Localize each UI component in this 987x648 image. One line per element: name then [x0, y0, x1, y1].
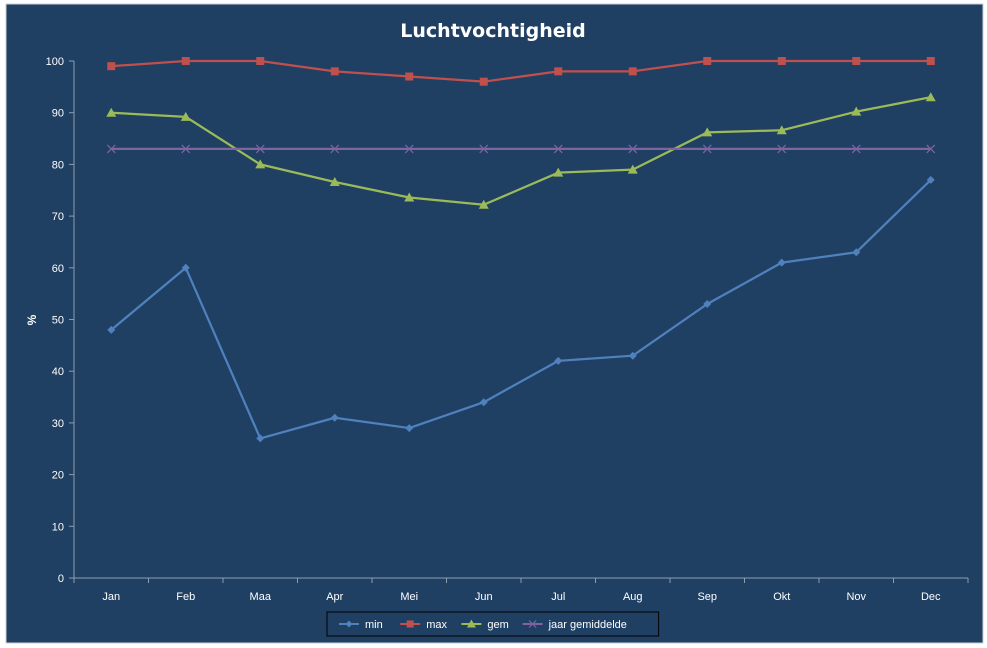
y-tick-label: 80	[52, 159, 64, 171]
data-point-gem	[329, 176, 340, 186]
x-tick-label: Sep	[697, 591, 717, 603]
data-point-jaar-gemiddelde	[181, 144, 191, 154]
data-point-max	[405, 72, 414, 81]
data-point-max	[703, 57, 712, 65]
data-point-jaar-gemiddelde	[628, 144, 638, 154]
data-point-gem	[627, 164, 638, 174]
legend-item-jaar-gemiddelde: jaar gemiddelde	[522, 619, 627, 631]
data-point-jaar-gemiddelde	[553, 144, 563, 154]
legend-label: gem	[487, 619, 508, 631]
x-tick-label: Mei	[400, 591, 418, 603]
data-point-min	[852, 248, 861, 257]
x-tick-label: Jun	[475, 591, 493, 603]
data-point-jaar-gemiddelde	[777, 144, 787, 154]
x-tick-label: Aug	[623, 591, 643, 603]
legend: min max gem jaar gemiddelde	[326, 611, 660, 637]
chart-title: Luchtvochtigheid	[400, 20, 585, 42]
data-point-jaar-gemiddelde	[255, 144, 265, 154]
data-point-jaar-gemiddelde	[106, 144, 116, 154]
data-point-max	[107, 62, 116, 71]
data-point-jaar-gemiddelde	[926, 144, 936, 154]
legend-marker	[406, 620, 414, 628]
data-point-gem	[478, 199, 489, 209]
legend-label: max	[426, 619, 447, 631]
series-gem	[106, 92, 936, 209]
data-point-gem	[255, 159, 266, 169]
y-tick-label: 100	[46, 56, 64, 68]
data-point-min	[405, 424, 414, 433]
legend-marker	[466, 619, 476, 628]
y-tick-label: 90	[52, 108, 64, 120]
y-tick-label: 10	[52, 521, 64, 533]
legend-marker	[528, 620, 537, 628]
data-point-jaar-gemiddelde	[702, 144, 712, 154]
axes: 0 10 20 30 40 50 60 70 80 90 100 Jan Feb Maa Apr Mei Jun…	[46, 56, 969, 603]
legend-item-min: min	[339, 619, 383, 631]
data-point-max	[852, 57, 861, 65]
legend-item-max: max	[400, 619, 447, 631]
series-line-max	[111, 59, 931, 83]
data-point-max	[628, 67, 637, 76]
series-min	[107, 175, 935, 443]
y-tick-label: 60	[52, 263, 64, 275]
x-tick-label: Dec	[921, 591, 941, 603]
legend-label: jaar gemiddelde	[548, 619, 627, 631]
x-tick-label: Jan	[102, 591, 120, 603]
data-point-min	[256, 434, 265, 443]
data-point-jaar-gemiddelde	[851, 144, 861, 154]
data-point-max	[181, 57, 190, 65]
series-line-min	[110, 179, 932, 440]
data-point-gem	[404, 192, 415, 202]
data-point-jaar-gemiddelde	[330, 144, 340, 154]
data-point-gem	[851, 106, 862, 116]
x-tick-label: Feb	[176, 591, 195, 603]
legend-label: min	[365, 619, 383, 631]
data-point-gem	[106, 107, 117, 117]
series-jaar-gemiddelde	[106, 144, 936, 154]
data-point-min	[628, 351, 637, 360]
data-point-min	[479, 398, 488, 407]
chart-background	[5, 3, 984, 644]
y-tick-label: 40	[52, 366, 64, 378]
series-layer	[106, 57, 936, 443]
series-line-gem	[111, 96, 931, 206]
y-tick-label: 70	[52, 211, 64, 223]
y-axis-label: %	[25, 314, 39, 325]
data-point-min	[777, 258, 786, 267]
data-point-min	[703, 299, 712, 308]
data-point-max	[479, 77, 488, 86]
data-point-max	[926, 57, 935, 65]
x-tick-label: Jul	[551, 591, 565, 603]
series-max	[107, 57, 935, 86]
data-point-jaar-gemiddelde	[404, 144, 414, 154]
legend-box	[326, 611, 660, 637]
y-tick-label: 30	[52, 418, 64, 430]
data-point-min	[107, 325, 116, 334]
data-point-min	[926, 175, 935, 184]
x-tick-label: Maa	[250, 591, 272, 603]
data-point-gem	[553, 167, 564, 177]
y-tick-label: 0	[58, 573, 64, 585]
x-tick-label: Apr	[326, 591, 343, 603]
data-point-max	[777, 57, 786, 65]
data-point-jaar-gemiddelde	[479, 144, 489, 154]
data-point-gem	[776, 125, 787, 135]
data-point-max	[554, 67, 563, 76]
y-tick-label: 20	[52, 470, 64, 482]
y-tick-label: 50	[52, 315, 64, 327]
x-tick-label: Nov	[846, 591, 866, 603]
data-point-gem	[925, 92, 936, 102]
data-point-gem	[180, 111, 191, 121]
data-point-max	[256, 57, 265, 65]
x-tick-label: Okt	[773, 591, 790, 603]
legend-item-gem: gem	[461, 619, 509, 631]
data-point-min	[554, 356, 563, 365]
data-point-min	[330, 413, 339, 422]
data-point-min	[181, 263, 190, 272]
data-point-max	[330, 67, 339, 76]
legend-marker	[345, 620, 353, 628]
data-point-gem	[702, 127, 713, 137]
